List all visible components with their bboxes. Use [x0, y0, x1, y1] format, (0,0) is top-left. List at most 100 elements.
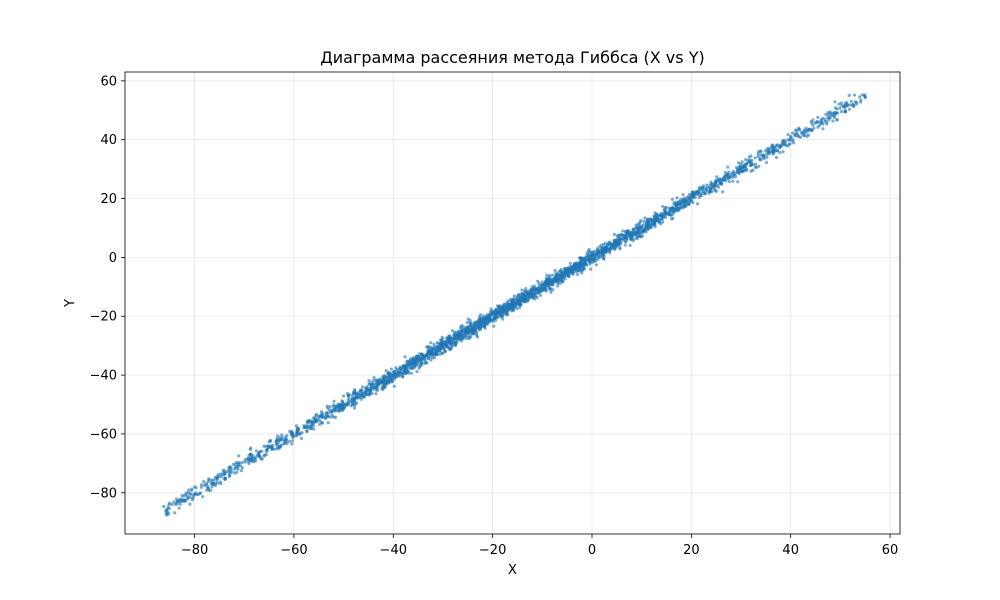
scatter-point — [635, 232, 639, 236]
scatter-point — [771, 152, 775, 156]
scatter-point — [415, 370, 419, 374]
scatter-point — [381, 378, 386, 382]
scatter-point — [566, 268, 570, 273]
scatter-point — [398, 367, 402, 371]
scatter-point — [376, 380, 380, 384]
scatter-point — [778, 150, 782, 155]
scatter-point — [462, 330, 466, 334]
scatter-point — [545, 273, 549, 277]
scatter-point — [326, 421, 330, 425]
scatter-point — [223, 477, 227, 481]
scatter-point — [417, 366, 421, 370]
scatter-point — [523, 289, 527, 293]
scatter-point — [368, 389, 373, 393]
scatter-point — [794, 131, 798, 135]
scatter-point — [786, 138, 790, 142]
scatter-point — [783, 143, 787, 147]
scatter-point — [192, 492, 196, 496]
scatter-point — [577, 265, 581, 269]
scatter-point — [641, 229, 645, 233]
scatter-point — [687, 197, 691, 202]
scatter-point — [292, 434, 296, 438]
scatter-point — [588, 250, 592, 254]
scatter-point — [618, 247, 622, 251]
scatter-point — [501, 317, 505, 321]
scatter-point — [854, 100, 858, 104]
scatter-point — [464, 325, 469, 329]
scatter-point — [491, 319, 495, 324]
scatter-point — [504, 309, 509, 313]
scatter-point — [771, 143, 775, 147]
scatter-point — [314, 414, 318, 418]
scatter-point — [351, 402, 355, 406]
scatter-point — [449, 346, 453, 351]
scatter-point — [543, 283, 547, 287]
scatter-point — [661, 220, 665, 224]
x-tick-label: −60 — [280, 543, 307, 558]
scatter-point — [438, 348, 442, 352]
scatter-point — [631, 233, 635, 237]
scatter-point — [306, 425, 310, 429]
y-tick-label: −20 — [90, 310, 117, 325]
scatter-point — [843, 109, 847, 113]
scatter-point — [338, 403, 342, 407]
scatter-point — [340, 400, 345, 405]
scatter-point — [589, 267, 593, 271]
scatter-point — [642, 219, 646, 223]
scatter-point — [595, 250, 599, 254]
scatter-point — [403, 355, 407, 359]
scatter-point — [228, 465, 232, 469]
scatter-point — [612, 238, 616, 242]
scatter-point — [485, 322, 490, 326]
scatter-point — [488, 319, 492, 323]
y-tick-label: −60 — [90, 427, 117, 442]
scatter-point — [670, 197, 675, 201]
scatter-point — [479, 318, 483, 323]
scatter-point — [773, 145, 778, 149]
scatter-point — [243, 458, 247, 462]
scatter-point — [441, 337, 445, 341]
scatter-point — [444, 343, 448, 347]
scatter-point — [440, 345, 444, 349]
scatter-point — [664, 205, 668, 210]
scatter-point — [254, 449, 259, 453]
scatter-point — [346, 394, 350, 398]
scatter-point — [643, 216, 647, 220]
scatter-point — [294, 424, 299, 428]
scatter-point — [583, 259, 587, 263]
scatter-point — [563, 268, 567, 273]
scatter-point — [655, 215, 659, 219]
scatter-point — [172, 500, 176, 504]
scatter-point — [653, 221, 657, 225]
scatter-point — [575, 272, 580, 277]
scatter-point — [432, 356, 437, 360]
x-tick-label: −40 — [380, 543, 407, 558]
scatter-point — [365, 385, 369, 389]
scatter-point — [845, 102, 850, 107]
scatter-point — [703, 192, 707, 196]
scatter-point — [312, 427, 316, 431]
scatter-point — [465, 320, 469, 325]
scatter-point — [592, 252, 596, 256]
scatter-point — [219, 475, 223, 479]
scatter-point — [559, 267, 563, 272]
scatter-point — [827, 116, 832, 120]
scatter-point — [283, 442, 287, 446]
scatter-point — [478, 327, 483, 331]
scatter-point — [509, 297, 513, 302]
scatter-point — [821, 127, 825, 131]
scatter-point — [764, 149, 768, 153]
scatter-point — [531, 288, 535, 292]
scatter-point — [793, 128, 798, 132]
scatter-point — [563, 277, 567, 281]
scatter-point — [467, 327, 471, 331]
scatter-point — [790, 131, 795, 135]
y-tick-label: −80 — [90, 486, 117, 501]
scatter-point — [570, 269, 574, 273]
scatter-point — [737, 161, 741, 165]
scatter-point — [492, 317, 496, 321]
scatter-point — [697, 189, 701, 193]
scatter-point — [551, 288, 555, 292]
scatter-point — [177, 498, 181, 502]
